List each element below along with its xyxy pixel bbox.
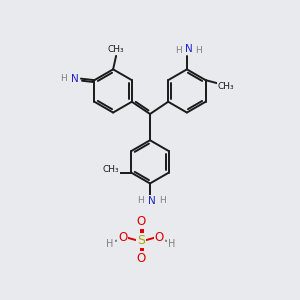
Text: S: S	[137, 233, 145, 247]
Text: H: H	[195, 46, 202, 55]
Text: O: O	[136, 215, 146, 228]
Text: CH₃: CH₃	[108, 45, 124, 54]
Text: O: O	[136, 252, 146, 265]
Text: O: O	[154, 231, 164, 244]
Text: H: H	[60, 74, 67, 82]
Text: N: N	[71, 74, 79, 84]
Text: H: H	[159, 196, 165, 205]
Text: N: N	[184, 44, 192, 54]
Text: N: N	[148, 196, 155, 206]
Text: H: H	[138, 196, 144, 205]
Text: CH₃: CH₃	[218, 82, 234, 91]
Text: H: H	[175, 46, 182, 55]
Text: CH₃: CH₃	[103, 164, 119, 173]
Text: H: H	[106, 239, 114, 249]
Text: O: O	[118, 231, 128, 244]
Text: H: H	[168, 239, 175, 249]
